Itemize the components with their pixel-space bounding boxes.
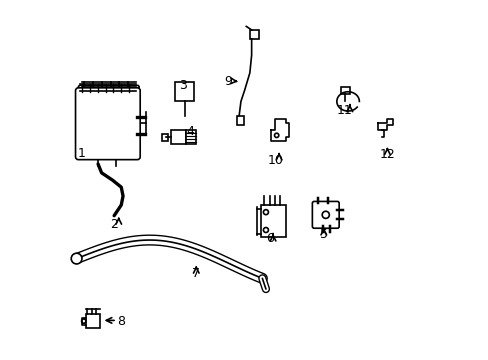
Bar [171, 130, 185, 144]
Circle shape [263, 228, 268, 233]
Text: 9: 9 [224, 75, 232, 88]
FancyBboxPatch shape [312, 202, 339, 228]
FancyBboxPatch shape [78, 85, 139, 153]
Circle shape [71, 253, 82, 264]
FancyBboxPatch shape [75, 88, 140, 159]
Text: 7: 7 [192, 267, 200, 280]
Circle shape [322, 211, 328, 219]
Bar [175, 82, 194, 102]
Text: 10: 10 [267, 154, 284, 167]
Bar [340, 87, 349, 94]
Bar [237, 116, 244, 125]
Bar [260, 205, 285, 237]
Text: 1: 1 [78, 147, 86, 160]
Bar [249, 30, 258, 39]
Text: 8: 8 [117, 315, 125, 328]
Bar [85, 314, 100, 328]
Bar [185, 130, 196, 144]
Text: 11: 11 [336, 104, 352, 117]
Text: 3: 3 [179, 79, 186, 92]
Text: 2: 2 [110, 218, 118, 231]
Text: 6: 6 [266, 233, 274, 246]
Bar [162, 134, 167, 141]
Text: 5: 5 [319, 228, 327, 241]
Text: 4: 4 [186, 125, 194, 138]
Text: 12: 12 [379, 148, 394, 161]
Circle shape [263, 210, 268, 215]
Circle shape [81, 319, 86, 323]
